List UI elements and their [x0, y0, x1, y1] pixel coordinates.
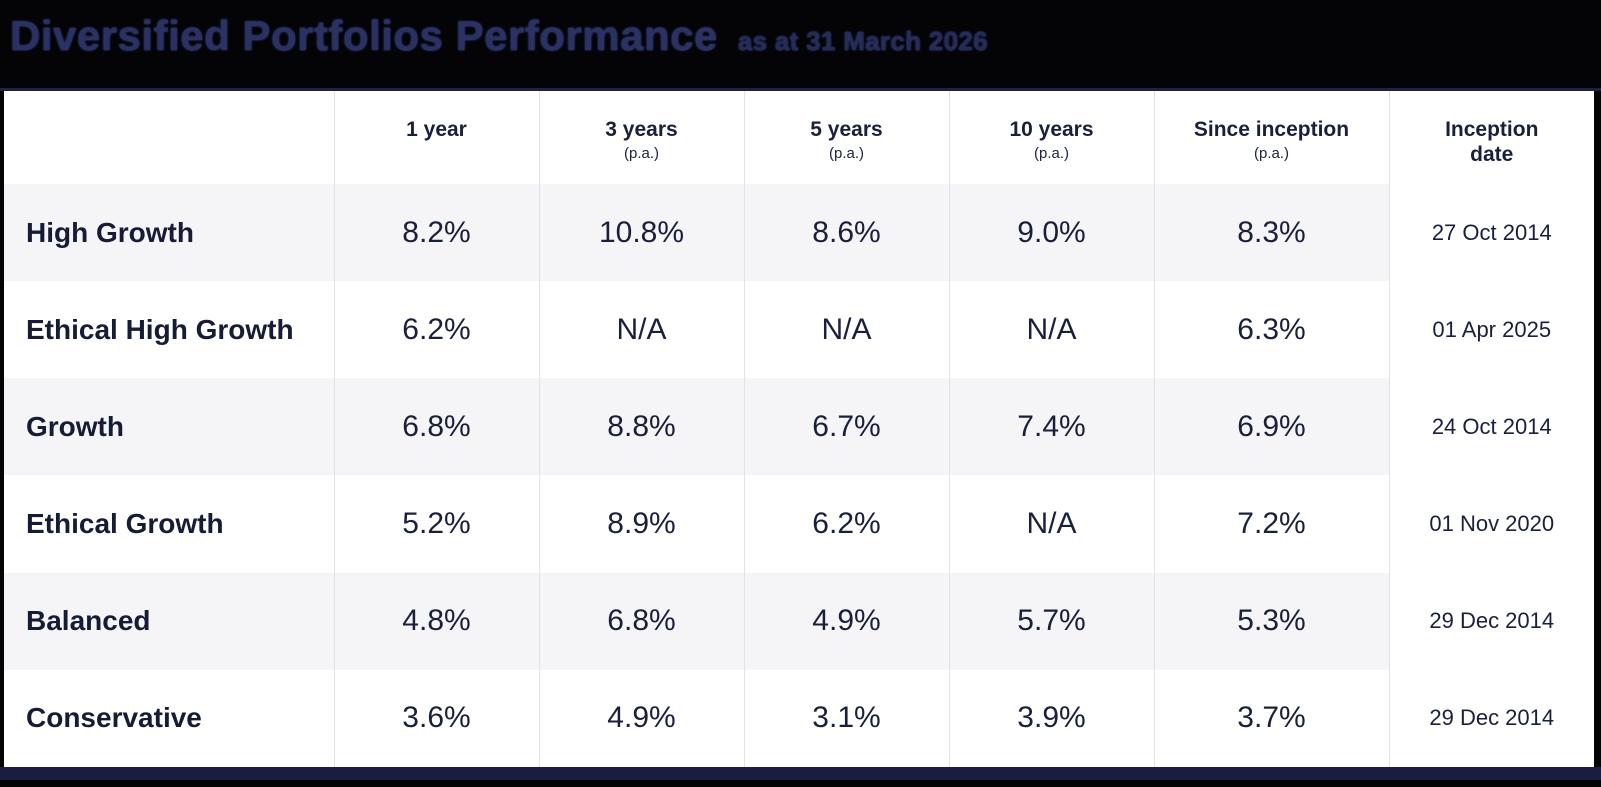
column-header-label: Inception date — [1445, 118, 1539, 167]
header-row: 1 year 3 years (p.a.) 5 years (p.a.) 10 ye… — [4, 91, 1594, 184]
performance-table-container: 1 year 3 years (p.a.) 5 years (p.a.) 10 ye… — [4, 91, 1594, 767]
value-cell: 3.9% — [948, 669, 1154, 767]
value-cell: N/A — [538, 281, 744, 379]
value-cell: 6.3% — [1153, 281, 1389, 379]
value-cell: 8.9% — [538, 475, 744, 573]
column-header-blank — [4, 91, 334, 184]
portfolio-name-cell: Growth — [4, 378, 334, 476]
column-header-3-years: 3 years (p.a.) — [538, 91, 744, 184]
value-cell: 6.8% — [333, 378, 539, 476]
value-cell: 4.9% — [743, 572, 949, 670]
page-title: Diversified Portfolios Performance — [10, 12, 718, 59]
inception-date-cell: 29 Dec 2014 — [1388, 572, 1594, 670]
value-cell: 8.8% — [538, 378, 744, 476]
inception-date-cell: 27 Oct 2014 — [1388, 184, 1594, 282]
inception-date-cell: 01 Nov 2020 — [1388, 475, 1594, 573]
value-cell: N/A — [743, 281, 949, 379]
table-row-conservative: Conservative 3.6% 4.9% 3.1% 3.9% 3.7% 29… — [4, 669, 1594, 767]
value-cell: 4.8% — [333, 572, 539, 670]
column-header-label: Since inception — [1193, 118, 1350, 141]
column-header-sublabel: (p.a.) — [1033, 145, 1069, 163]
column-header-10-years: 10 years (p.a.) — [948, 91, 1154, 184]
value-cell: 8.6% — [743, 184, 949, 282]
column-header-label: 3 years — [605, 118, 678, 141]
portfolio-name-cell: Ethical High Growth — [26, 313, 294, 345]
value-cell: 7.4% — [948, 378, 1154, 476]
inception-date-cell: 01 Apr 2025 — [1388, 281, 1594, 379]
accent-line-bottom — [0, 767, 1601, 780]
column-header-label: 1 year — [406, 118, 467, 141]
column-header-sublabel: (p.a.) — [623, 145, 659, 163]
table-row-growth: Growth 6.8% 8.8% 6.7% 7.4% 6.9% 24 Oct 2… — [4, 378, 1594, 476]
performance-table: 1 year 3 years (p.a.) 5 years (p.a.) 10 ye… — [4, 91, 1594, 767]
page-subtitle: as at 31 March 2026 — [737, 26, 988, 56]
portfolio-name-cell: High Growth — [4, 184, 334, 282]
value-cell: 3.7% — [1153, 669, 1389, 767]
column-header-label: 5 years — [810, 118, 883, 141]
accent-line-top — [0, 88, 1601, 91]
value-cell: 6.2% — [333, 281, 539, 379]
column-header-label: 10 years — [1009, 118, 1094, 141]
value-cell: 6.8% — [538, 572, 744, 670]
table-row-balanced: Balanced 4.8% 6.8% 4.9% 5.7% 5.3% 29 Dec… — [4, 572, 1594, 670]
value-cell: N/A — [948, 281, 1154, 379]
title-bar: Diversified Portfolios Performance as at… — [10, 12, 1591, 82]
column-header-inception-date: Inception date — [1388, 91, 1594, 184]
inception-date-cell: 24 Oct 2014 — [1388, 378, 1594, 476]
table-row-ethical-growth: Ethical Growth 5.2% 8.9% 6.2% N/A 7.2% 0… — [4, 475, 1594, 573]
value-cell: 6.2% — [743, 475, 949, 573]
value-cell: 3.6% — [333, 669, 539, 767]
column-header-since-inception: Since inception (p.a.) — [1153, 91, 1389, 184]
column-header-sublabel: (p.a.) — [1253, 145, 1289, 163]
table-row-ethical-high-growth: Ethical High Growth 6.2% N/A N/A N/A 6.3… — [4, 281, 1594, 379]
value-cell: 8.2% — [333, 184, 539, 282]
value-cell: 5.3% — [1153, 572, 1389, 670]
value-cell: 4.9% — [538, 669, 744, 767]
portfolio-name-cell: Conservative — [26, 702, 202, 734]
value-cell: 3.1% — [743, 669, 949, 767]
column-header-sublabel: (p.a.) — [828, 145, 864, 163]
value-cell: 9.0% — [948, 184, 1154, 282]
portfolio-name-cell: Ethical Growth — [26, 508, 224, 540]
value-cell: 5.7% — [948, 572, 1154, 670]
value-cell: 8.3% — [1153, 184, 1389, 282]
inception-date-cell: 29 Dec 2014 — [1388, 669, 1594, 767]
value-cell: 7.2% — [1153, 475, 1389, 573]
value-cell: 5.2% — [333, 475, 539, 573]
column-header-5-years: 5 years (p.a.) — [743, 91, 949, 184]
value-cell: N/A — [948, 475, 1154, 573]
portfolio-name-cell: Balanced — [4, 572, 334, 670]
value-cell: 10.8% — [538, 184, 744, 282]
value-cell: 6.9% — [1153, 378, 1389, 476]
table-row-high-growth: High Growth 8.2% 10.8% 8.6% 9.0% 8.3% 27… — [4, 184, 1594, 282]
column-header-1-year: 1 year — [333, 91, 539, 184]
value-cell: 6.7% — [743, 378, 949, 476]
